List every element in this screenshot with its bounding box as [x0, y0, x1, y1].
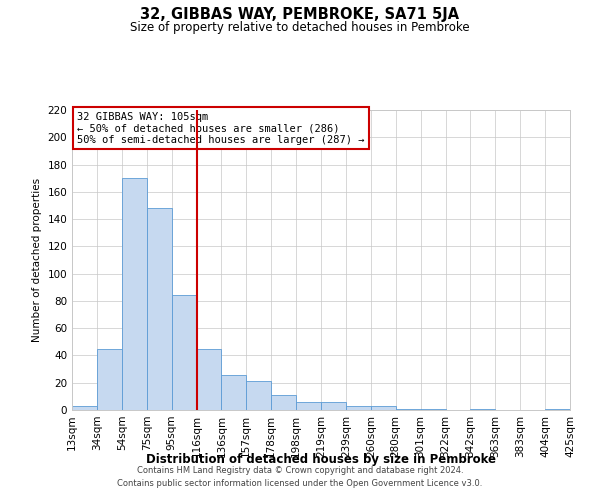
- Bar: [221, 374, 247, 410]
- Text: 32 GIBBAS WAY: 105sqm
← 50% of detached houses are smaller (286)
50% of semi-det: 32 GIBBAS WAY: 105sqm ← 50% of detached …: [77, 112, 364, 144]
- Bar: [321, 402, 346, 410]
- Bar: [146, 208, 172, 410]
- Text: Distribution of detached houses by size in Pembroke: Distribution of detached houses by size …: [146, 452, 496, 466]
- Bar: [271, 395, 296, 410]
- Bar: [396, 408, 421, 410]
- Bar: [421, 408, 445, 410]
- Bar: [371, 406, 396, 410]
- Bar: [247, 382, 271, 410]
- Bar: [545, 408, 570, 410]
- Text: 32, GIBBAS WAY, PEMBROKE, SA71 5JA: 32, GIBBAS WAY, PEMBROKE, SA71 5JA: [140, 8, 460, 22]
- Bar: [122, 178, 147, 410]
- Bar: [72, 406, 97, 410]
- Bar: [346, 406, 371, 410]
- Bar: [197, 348, 221, 410]
- Text: Contains HM Land Registry data © Crown copyright and database right 2024.
Contai: Contains HM Land Registry data © Crown c…: [118, 466, 482, 487]
- Text: Size of property relative to detached houses in Pembroke: Size of property relative to detached ho…: [130, 22, 470, 35]
- Y-axis label: Number of detached properties: Number of detached properties: [32, 178, 42, 342]
- Bar: [97, 348, 122, 410]
- Bar: [172, 296, 197, 410]
- Bar: [470, 408, 496, 410]
- Bar: [296, 402, 321, 410]
